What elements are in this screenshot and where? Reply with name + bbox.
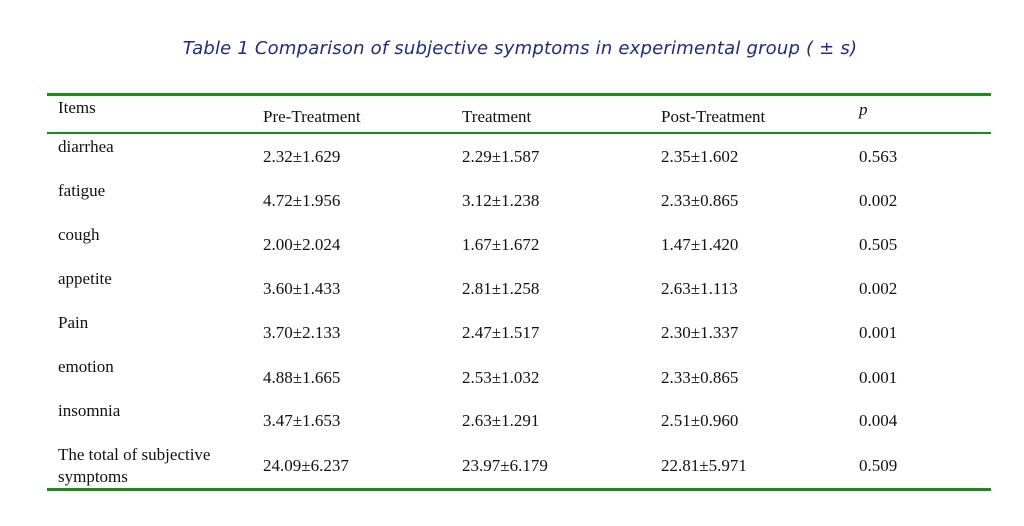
header-post-treatment: Post-Treatment — [661, 107, 766, 126]
row-pre-value: 3.47±1.653 — [263, 411, 341, 430]
row-item-label: insomnia — [58, 401, 121, 420]
row-post-value: 2.33±0.865 — [661, 191, 739, 210]
row-treatment-value: 2.29±1.587 — [462, 147, 540, 166]
header-treatment: Treatment — [462, 107, 532, 126]
row-pre-value: 4.72±1.956 — [263, 191, 341, 210]
row-item-label: diarrhea — [58, 137, 114, 156]
row-p-value: 0.001 — [859, 368, 898, 387]
row-post-value: 2.35±1.602 — [661, 147, 739, 166]
row-pre-value: 4.88±1.665 — [263, 368, 341, 387]
row-pre-value: 2.32±1.629 — [263, 147, 341, 166]
row-p-value: 0.505 — [859, 235, 898, 254]
row-post-value: 2.51±0.960 — [661, 411, 739, 430]
row-p-value: 0.002 — [859, 191, 898, 210]
row-item-label: fatigue — [58, 181, 106, 200]
row-treatment-value: 2.47±1.517 — [462, 323, 540, 342]
row-treatment-value: 3.12±1.238 — [462, 191, 540, 210]
row-p-value: 0.002 — [859, 279, 898, 298]
header-p-value: p — [859, 100, 868, 119]
table-caption: Table 1 Comparison of subjective symptom… — [182, 38, 858, 59]
row-p-value: 0.004 — [859, 411, 898, 430]
row-item-label: cough — [58, 225, 100, 244]
header-items: Items — [58, 98, 96, 117]
header-pre-treatment: Pre-Treatment — [263, 107, 361, 126]
row-pre-value: 24.09±6.237 — [263, 456, 349, 475]
row-pre-value: 3.60±1.433 — [263, 279, 341, 298]
row-post-value: 1.47±1.420 — [661, 235, 739, 254]
row-treatment-value: 2.63±1.291 — [462, 411, 540, 430]
row-item-label: The total of subjective symptoms — [58, 445, 211, 486]
row-post-value: 2.33±0.865 — [661, 368, 739, 387]
row-treatment-value: 1.67±1.672 — [462, 235, 540, 254]
row-post-value: 2.30±1.337 — [661, 323, 739, 342]
table-top-rule — [47, 93, 991, 96]
row-post-value: 22.81±5.971 — [661, 456, 747, 475]
row-treatment-value: 23.97±6.179 — [462, 456, 548, 475]
row-item-label: Pain — [58, 313, 89, 332]
row-post-value: 2.63±1.113 — [661, 279, 738, 298]
row-item-label: emotion — [58, 357, 114, 376]
row-pre-value: 3.70±2.133 — [263, 323, 341, 342]
row-p-value: 0.001 — [859, 323, 898, 342]
row-item-label: appetite — [58, 269, 112, 288]
row-p-value: 0.563 — [859, 147, 898, 166]
table-bottom-rule — [47, 488, 991, 491]
row-treatment-value: 2.81±1.258 — [462, 279, 540, 298]
row-pre-value: 2.00±2.024 — [263, 235, 341, 254]
table-header-rule — [47, 132, 991, 134]
row-treatment-value: 2.53±1.032 — [462, 368, 540, 387]
row-p-value: 0.509 — [859, 456, 898, 475]
